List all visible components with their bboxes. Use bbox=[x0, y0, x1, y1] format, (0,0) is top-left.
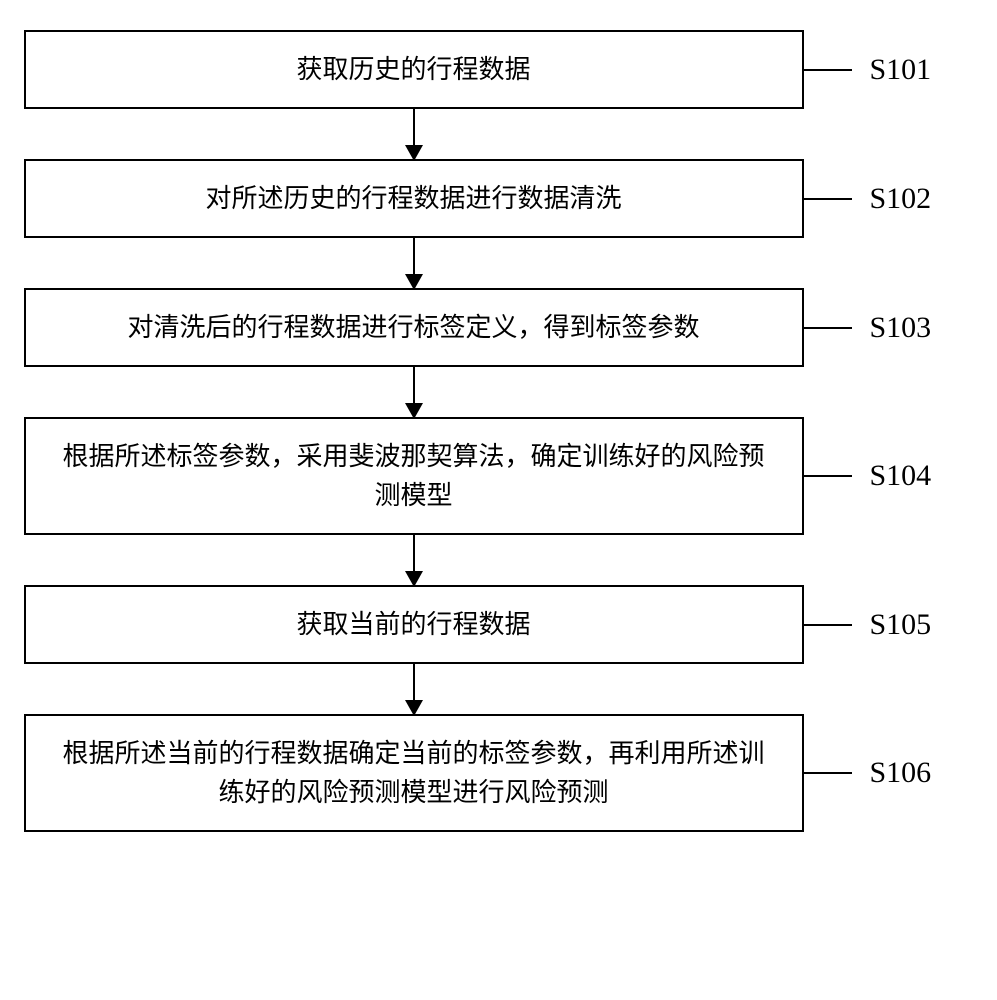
step-box-s102: 对所述历史的行程数据进行数据清洗 bbox=[24, 159, 804, 238]
connector-line bbox=[802, 69, 852, 71]
connector-line bbox=[802, 475, 852, 477]
step-row-s104: 根据所述标签参数，采用斐波那契算法，确定训练好的风险预测模型 S104 bbox=[24, 417, 974, 535]
step-row-s101: 获取历史的行程数据 S101 bbox=[24, 30, 974, 109]
step-box-s106: 根据所述当前的行程数据确定当前的标签参数，再利用所述训练好的风险预测模型进行风险… bbox=[24, 714, 804, 832]
step-text: 获取历史的行程数据 bbox=[296, 50, 530, 89]
step-label-s102: S102 bbox=[870, 182, 932, 216]
connector-line bbox=[802, 772, 852, 774]
step-label-s105: S105 bbox=[870, 608, 932, 642]
step-row-s102: 对所述历史的行程数据进行数据清洗 S102 bbox=[24, 159, 974, 238]
step-label-s103: S103 bbox=[870, 311, 932, 345]
arrow-down-icon bbox=[413, 664, 415, 714]
step-label-s106: S106 bbox=[870, 756, 932, 790]
connector-line bbox=[802, 327, 852, 329]
step-box-s103: 对清洗后的行程数据进行标签定义，得到标签参数 bbox=[24, 288, 804, 367]
step-text: 根据所述当前的行程数据确定当前的标签参数，再利用所述训练好的风险预测模型进行风险… bbox=[56, 734, 772, 812]
arrow-down-icon bbox=[413, 109, 415, 159]
flowchart-container: 获取历史的行程数据 S101 对所述历史的行程数据进行数据清洗 S102 对清洗… bbox=[24, 30, 974, 832]
arrow-down-icon bbox=[413, 535, 415, 585]
step-text: 根据所述标签参数，采用斐波那契算法，确定训练好的风险预测模型 bbox=[56, 437, 772, 515]
step-label-s101: S101 bbox=[870, 53, 932, 87]
arrow-down-icon bbox=[413, 238, 415, 288]
step-text: 获取当前的行程数据 bbox=[296, 605, 530, 644]
step-box-s105: 获取当前的行程数据 bbox=[24, 585, 804, 664]
step-label-s104: S104 bbox=[870, 459, 932, 493]
step-row-s105: 获取当前的行程数据 S105 bbox=[24, 585, 974, 664]
step-text: 对所述历史的行程数据进行数据清洗 bbox=[205, 179, 621, 218]
connector-line bbox=[802, 198, 852, 200]
step-box-s101: 获取历史的行程数据 bbox=[24, 30, 804, 109]
connector-line bbox=[802, 624, 852, 626]
step-box-s104: 根据所述标签参数，采用斐波那契算法，确定训练好的风险预测模型 bbox=[24, 417, 804, 535]
step-text: 对清洗后的行程数据进行标签定义，得到标签参数 bbox=[127, 308, 699, 347]
arrow-down-icon bbox=[413, 367, 415, 417]
step-row-s103: 对清洗后的行程数据进行标签定义，得到标签参数 S103 bbox=[24, 288, 974, 367]
step-row-s106: 根据所述当前的行程数据确定当前的标签参数，再利用所述训练好的风险预测模型进行风险… bbox=[24, 714, 974, 832]
